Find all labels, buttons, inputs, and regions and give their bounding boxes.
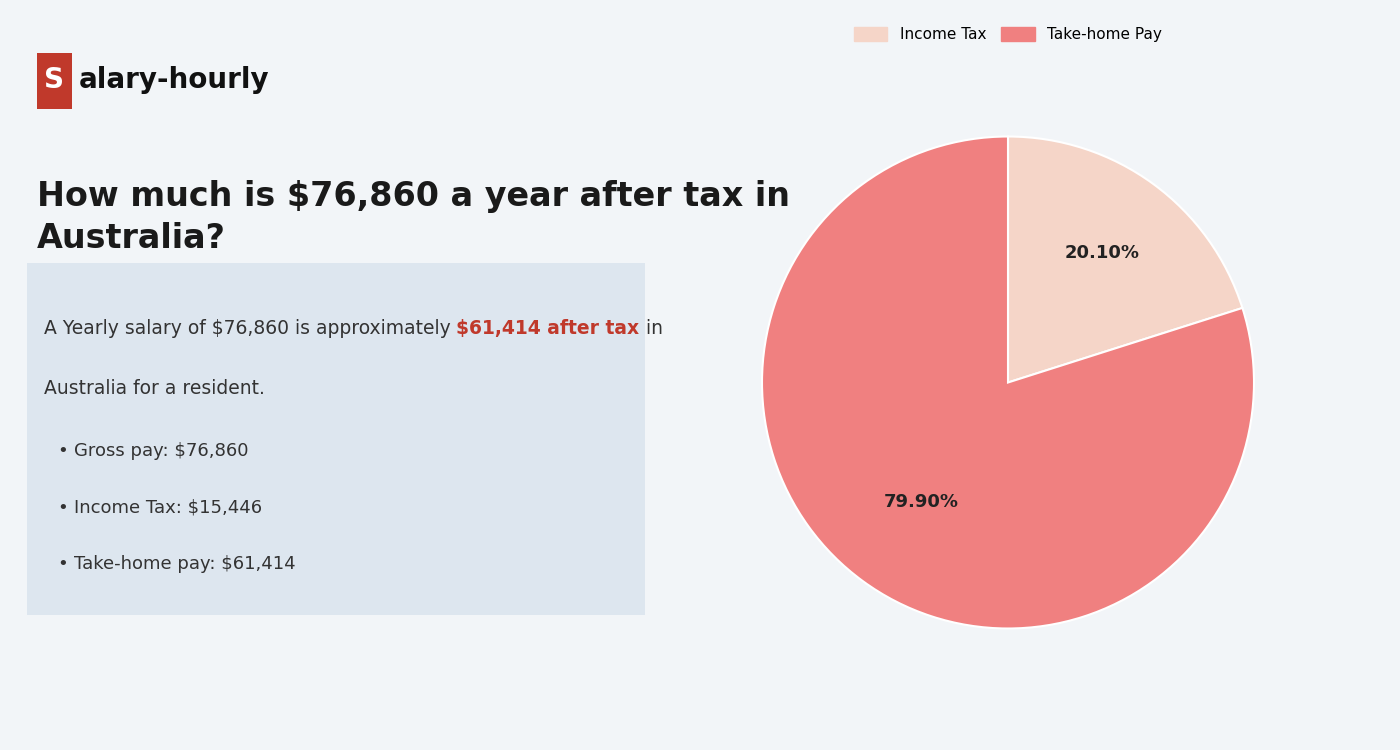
FancyBboxPatch shape — [27, 262, 645, 615]
Text: $61,414 after tax: $61,414 after tax — [456, 319, 640, 338]
Text: •: • — [57, 442, 67, 460]
Text: 20.10%: 20.10% — [1065, 244, 1140, 262]
Text: S: S — [45, 66, 64, 94]
Text: 79.90%: 79.90% — [883, 493, 959, 511]
Text: Gross pay: $76,860: Gross pay: $76,860 — [74, 442, 248, 460]
Text: Income Tax: $15,446: Income Tax: $15,446 — [74, 499, 262, 517]
Legend: Income Tax, Take-home Pay: Income Tax, Take-home Pay — [848, 21, 1168, 49]
Text: Take-home pay: $61,414: Take-home pay: $61,414 — [74, 555, 295, 573]
Text: •: • — [57, 499, 67, 517]
Wedge shape — [1008, 136, 1242, 382]
Text: A Yearly salary of $76,860 is approximately: A Yearly salary of $76,860 is approximat… — [43, 319, 456, 338]
Text: •: • — [57, 555, 67, 573]
Text: How much is $76,860 a year after tax in
Australia?: How much is $76,860 a year after tax in … — [36, 180, 790, 255]
Text: Australia for a resident.: Australia for a resident. — [43, 379, 265, 398]
FancyBboxPatch shape — [36, 53, 71, 109]
Wedge shape — [762, 136, 1254, 628]
Text: in: in — [640, 319, 662, 338]
Text: alary-hourly: alary-hourly — [78, 66, 269, 94]
